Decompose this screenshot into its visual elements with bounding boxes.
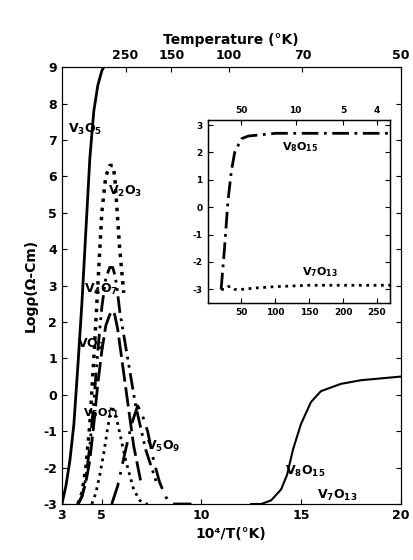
Text: $\mathbf{V_8O_{15}}$: $\mathbf{V_8O_{15}}$ xyxy=(285,464,325,479)
Text: $\mathbf{V_5O_{11}}$: $\mathbf{V_5O_{11}}$ xyxy=(83,407,119,421)
Text: $\mathbf{V_5O_9}$: $\mathbf{V_5O_9}$ xyxy=(146,438,180,454)
Text: $\mathbf{VO_2}$: $\mathbf{VO_2}$ xyxy=(77,337,104,352)
Text: $\mathbf{V_3O_5}$: $\mathbf{V_3O_5}$ xyxy=(68,122,102,137)
X-axis label: Temperature (°K): Temperature (°K) xyxy=(164,33,299,47)
Y-axis label: Logρ(Ω-Cm): Logρ(Ω-Cm) xyxy=(24,239,38,332)
Text: $\mathbf{V_7O_{13}}$: $\mathbf{V_7O_{13}}$ xyxy=(317,488,357,503)
Text: $\mathbf{V_4O_7}$: $\mathbf{V_4O_7}$ xyxy=(84,282,118,297)
X-axis label: 10⁴/T(°K): 10⁴/T(°K) xyxy=(196,528,267,542)
Text: $\mathbf{V_2O_3}$: $\mathbf{V_2O_3}$ xyxy=(108,184,142,199)
